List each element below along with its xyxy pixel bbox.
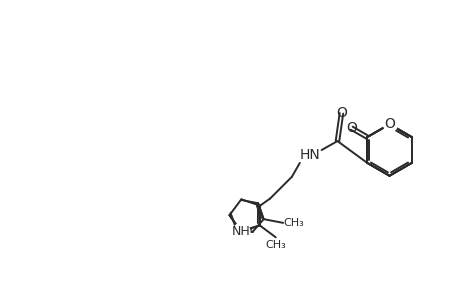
Text: O: O [335,106,346,120]
Text: O: O [346,121,357,135]
Text: CH₃: CH₃ [282,218,303,228]
Text: CH₃: CH₃ [265,240,285,250]
Text: NH: NH [231,225,250,238]
Text: O: O [383,117,394,131]
Text: HN: HN [299,148,319,162]
